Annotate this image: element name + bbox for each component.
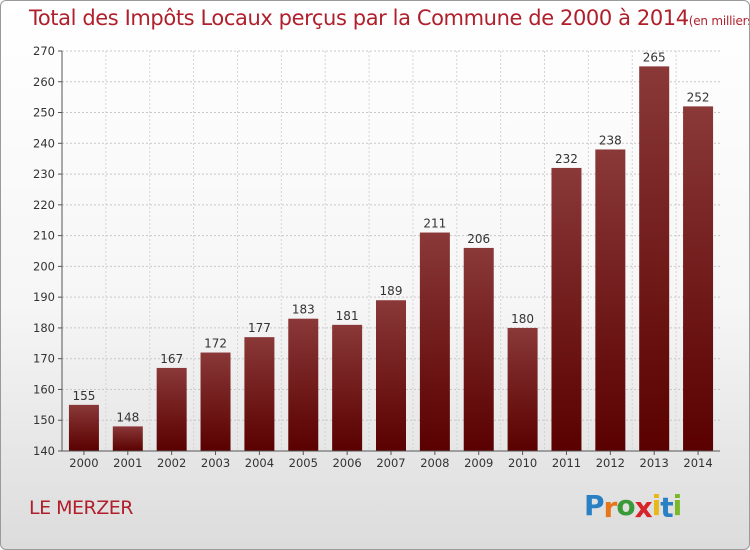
x-tick-label-2005: 2005 (289, 456, 318, 470)
x-tick-label-2002: 2002 (157, 456, 186, 470)
x-tick-label-2004: 2004 (245, 456, 274, 470)
bar-2001 (112, 426, 143, 451)
value-label-2002: 167 (160, 352, 183, 366)
bar-2009 (463, 247, 494, 451)
y-tick-label: 190 (33, 290, 55, 304)
x-tick-label-2000: 2000 (69, 456, 98, 470)
value-label-2001: 148 (116, 410, 139, 424)
value-label-2008: 211 (423, 217, 446, 231)
value-label-2006: 181 (336, 309, 359, 323)
y-tick-label: 210 (33, 229, 55, 243)
x-tick-label-2008: 2008 (420, 456, 449, 470)
x-tick-label-2003: 2003 (201, 456, 230, 470)
logo-letter: r (603, 491, 618, 524)
y-tick-label: 160 (33, 382, 55, 396)
y-tick-label: 260 (33, 75, 55, 89)
bar-2014 (683, 106, 714, 451)
x-tick-label-2012: 2012 (596, 456, 625, 470)
x-tick-label-2014: 2014 (683, 456, 712, 470)
bar-2004 (244, 337, 275, 451)
value-label-2007: 189 (380, 284, 403, 298)
title-row: Total des Impôts Locaux perçus par la Co… (29, 6, 750, 30)
x-tick-label-2007: 2007 (376, 456, 405, 470)
chart-title: Total des Impôts Locaux perçus par la Co… (29, 6, 689, 30)
y-tick-label: 240 (33, 136, 55, 150)
bar-2008 (419, 232, 450, 451)
value-label-2012: 238 (599, 133, 622, 147)
value-label-2004: 177 (248, 321, 271, 335)
x-tick-label-2011: 2011 (552, 456, 581, 470)
bar-2011 (551, 167, 582, 451)
y-tick-label: 170 (33, 352, 55, 366)
y-tick-label: 220 (33, 198, 55, 212)
value-label-2013: 265 (643, 50, 666, 64)
y-tick-label: 250 (33, 106, 55, 120)
logo-letter: i (672, 489, 683, 522)
bar-2012 (595, 149, 626, 451)
unit-note: (en milliers d'€) (688, 14, 750, 28)
bar-2013 (639, 66, 670, 451)
proxiti-logo: Proxiti (584, 489, 683, 524)
bar-2000 (68, 404, 99, 451)
x-tick-label-2010: 2010 (508, 456, 537, 470)
y-tick-label: 150 (33, 413, 55, 427)
commune-name: LE MERZER (29, 497, 133, 519)
bar-2010 (507, 327, 538, 451)
value-label-2000: 155 (72, 389, 95, 403)
value-label-2014: 252 (687, 90, 710, 104)
value-label-2010: 180 (511, 312, 534, 326)
bar-2006 (332, 324, 363, 451)
y-tick-label: 140 (33, 444, 55, 458)
bar-2005 (288, 318, 319, 451)
x-tick-label-2006: 2006 (332, 456, 361, 470)
value-label-2005: 183 (292, 303, 315, 317)
y-tick-label: 270 (33, 44, 55, 58)
logo-letter: x (634, 491, 653, 524)
logo-letter: P (584, 489, 605, 522)
logo-letter: i (651, 489, 662, 522)
x-tick-label-2013: 2013 (640, 456, 669, 470)
bar-2003 (200, 352, 231, 451)
y-tick-label: 180 (33, 321, 55, 335)
x-tick-label-2009: 2009 (464, 456, 493, 470)
logo-letter: t (660, 491, 673, 524)
value-label-2009: 206 (467, 232, 490, 246)
bar-2007 (376, 300, 406, 451)
logo-letter: o (616, 489, 635, 522)
value-label-2003: 172 (204, 337, 227, 351)
y-tick-label: 230 (33, 167, 55, 181)
x-tick-label-2001: 2001 (113, 456, 142, 470)
y-tick-label: 200 (33, 259, 55, 273)
bar-2002 (156, 367, 187, 451)
value-label-2011: 232 (555, 152, 578, 166)
